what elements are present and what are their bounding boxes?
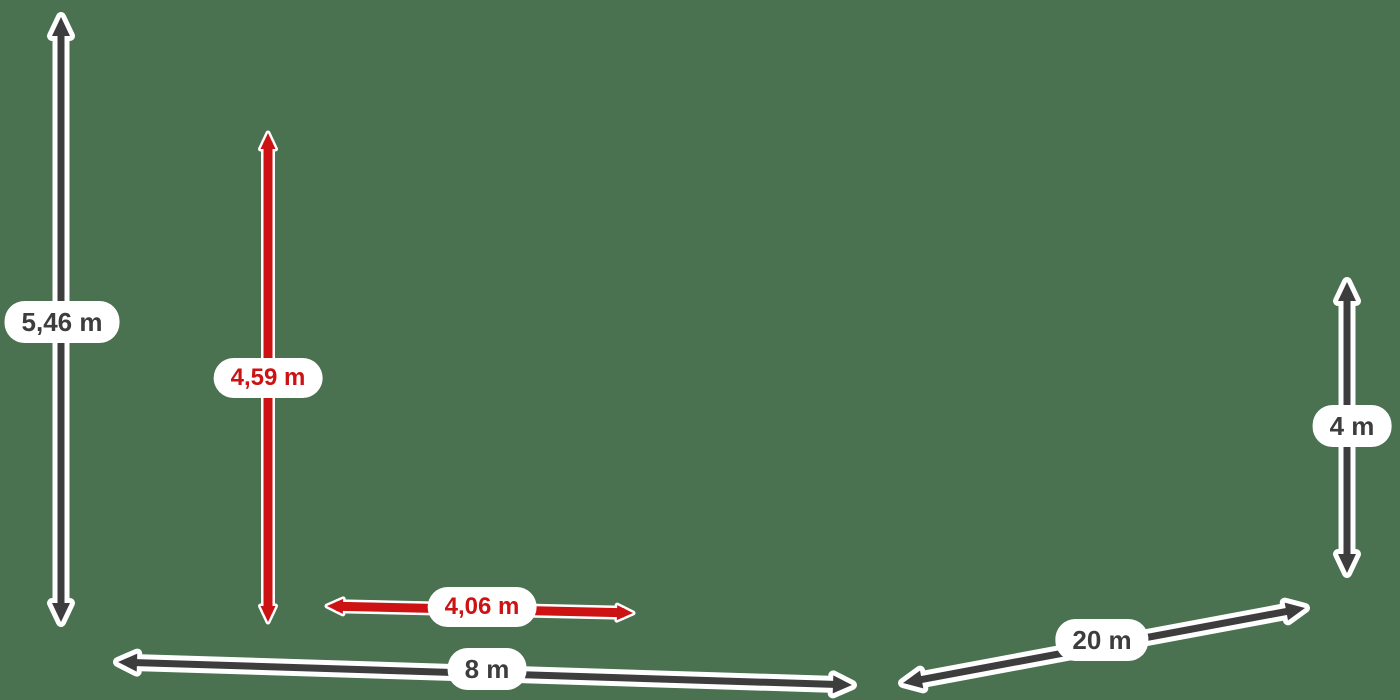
measurement-arrow-left-height <box>47 12 75 627</box>
measurement-arrow-red-height <box>258 130 278 625</box>
measurement-arrow-bottom-width <box>113 648 857 699</box>
measurement-arrow-diagonal-length <box>898 597 1310 694</box>
measurement-arrow-right-height <box>1333 277 1361 578</box>
measurement-arrow-red-width <box>324 596 636 623</box>
